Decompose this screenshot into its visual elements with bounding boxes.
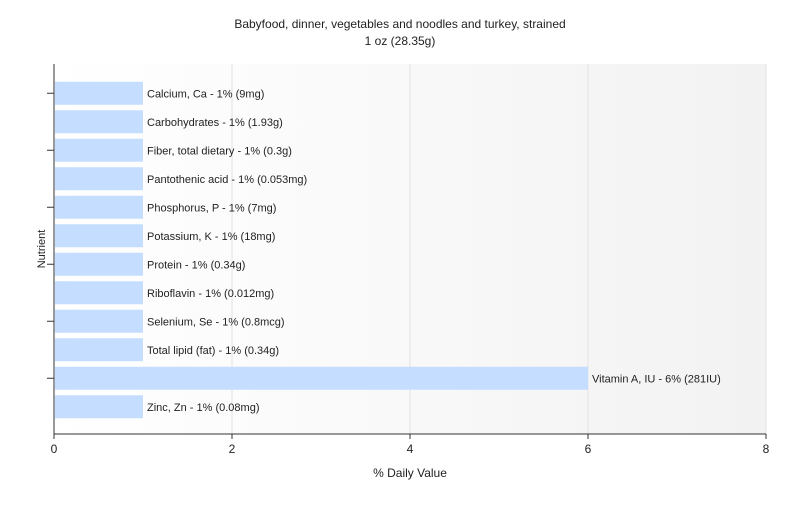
bar — [55, 309, 143, 333]
bar-label: Vitamin A, IU - 6% (281IU) — [592, 373, 721, 385]
bar — [55, 81, 143, 105]
bar — [55, 281, 143, 305]
bar — [55, 366, 588, 390]
bar-label: Potassium, K - 1% (18mg) — [147, 231, 275, 243]
x-tick-label: 6 — [585, 442, 592, 456]
bar-label: Protein - 1% (0.34g) — [147, 259, 245, 271]
chart-subtitle: 1 oz (28.35g) — [365, 34, 436, 48]
x-axis-label: % Daily Value — [373, 466, 447, 480]
bar-label: Total lipid (fat) - 1% (0.34g) — [147, 345, 279, 357]
x-tick-label: 8 — [763, 442, 770, 456]
bar — [55, 252, 143, 276]
x-tick-label: 0 — [51, 442, 58, 456]
bar — [55, 224, 143, 248]
bar — [55, 110, 143, 134]
bar — [55, 338, 143, 362]
bar-label: Fiber, total dietary - 1% (0.3g) — [147, 145, 292, 157]
bar-label: Zinc, Zn - 1% (0.08mg) — [147, 402, 259, 414]
bar-label: Pantothenic acid - 1% (0.053mg) — [147, 174, 307, 186]
x-tick-label: 2 — [229, 442, 236, 456]
bar-label: Riboflavin - 1% (0.012mg) — [147, 288, 274, 300]
bar-label: Selenium, Se - 1% (0.8mcg) — [147, 316, 285, 328]
bar-label: Phosphorus, P - 1% (7mg) — [147, 202, 276, 214]
bar — [55, 395, 143, 419]
y-axis-label: Nutrient — [36, 230, 48, 269]
bar-labels: Calcium, Ca - 1% (9mg) Carbohydrates - 1%… — [147, 88, 721, 414]
bar-label: Carbohydrates - 1% (1.93g) — [147, 117, 283, 129]
bar-label: Calcium, Ca - 1% (9mg) — [147, 88, 264, 100]
axes: 0 2 4 6 8 — [47, 64, 770, 456]
bar — [55, 167, 143, 191]
x-tick-label: 4 — [407, 442, 414, 456]
bar — [55, 195, 143, 219]
bar — [55, 138, 143, 162]
chart-title: Babyfood, dinner, vegetables and noodles… — [234, 17, 565, 31]
bars — [55, 81, 588, 419]
